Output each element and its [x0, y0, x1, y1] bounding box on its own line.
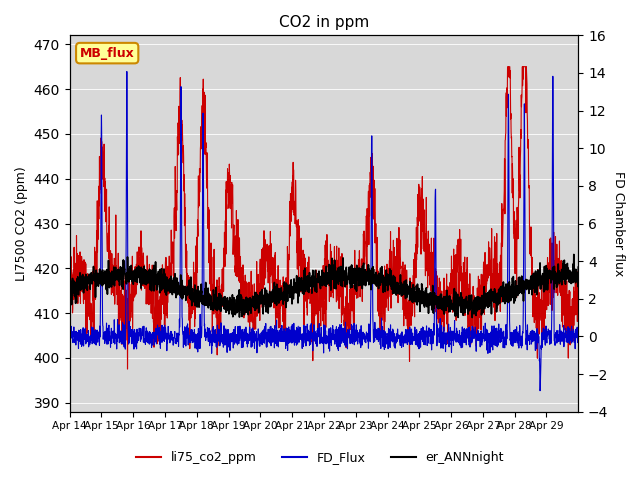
er_ANNnight: [468, 315, 476, 321]
er_ANNnight: [477, 299, 484, 304]
li75_co2_ppm: [227, 191, 234, 196]
Line: er_ANNnight: er_ANNnight: [70, 254, 578, 318]
Line: FD_Flux: FD_Flux: [70, 72, 578, 391]
er_ANNnight: [116, 264, 124, 270]
FD_Flux: [536, 388, 544, 394]
er_ANNnight: [567, 281, 575, 287]
FD_Flux: [227, 331, 234, 337]
FD_Flux: [116, 336, 124, 342]
FD_Flux: [568, 340, 575, 346]
er_ANNnight: [506, 296, 513, 302]
Y-axis label: FD Chamber flux: FD Chamber flux: [612, 171, 625, 276]
li75_co2_ppm: [574, 283, 582, 289]
FD_Flux: [66, 322, 74, 328]
Text: MB_flux: MB_flux: [80, 47, 134, 60]
er_ANNnight: [354, 274, 362, 279]
Y-axis label: LI7500 CO2 (ppm): LI7500 CO2 (ppm): [15, 166, 28, 281]
FD_Flux: [355, 333, 362, 339]
li75_co2_ppm: [477, 282, 484, 288]
FD_Flux: [574, 331, 582, 336]
li75_co2_ppm: [506, 64, 514, 70]
li75_co2_ppm: [568, 322, 575, 327]
li75_co2_ppm: [504, 64, 511, 70]
er_ANNnight: [570, 252, 578, 257]
Legend: li75_co2_ppm, FD_Flux, er_ANNnight: li75_co2_ppm, FD_Flux, er_ANNnight: [131, 446, 509, 469]
FD_Flux: [123, 69, 131, 74]
er_ANNnight: [227, 304, 234, 310]
li75_co2_ppm: [124, 366, 131, 372]
er_ANNnight: [574, 264, 582, 270]
FD_Flux: [477, 335, 484, 341]
er_ANNnight: [66, 283, 74, 288]
li75_co2_ppm: [66, 279, 74, 285]
Title: CO2 in ppm: CO2 in ppm: [279, 15, 369, 30]
Line: li75_co2_ppm: li75_co2_ppm: [70, 67, 578, 369]
FD_Flux: [506, 318, 513, 324]
li75_co2_ppm: [355, 277, 362, 283]
li75_co2_ppm: [116, 314, 124, 320]
